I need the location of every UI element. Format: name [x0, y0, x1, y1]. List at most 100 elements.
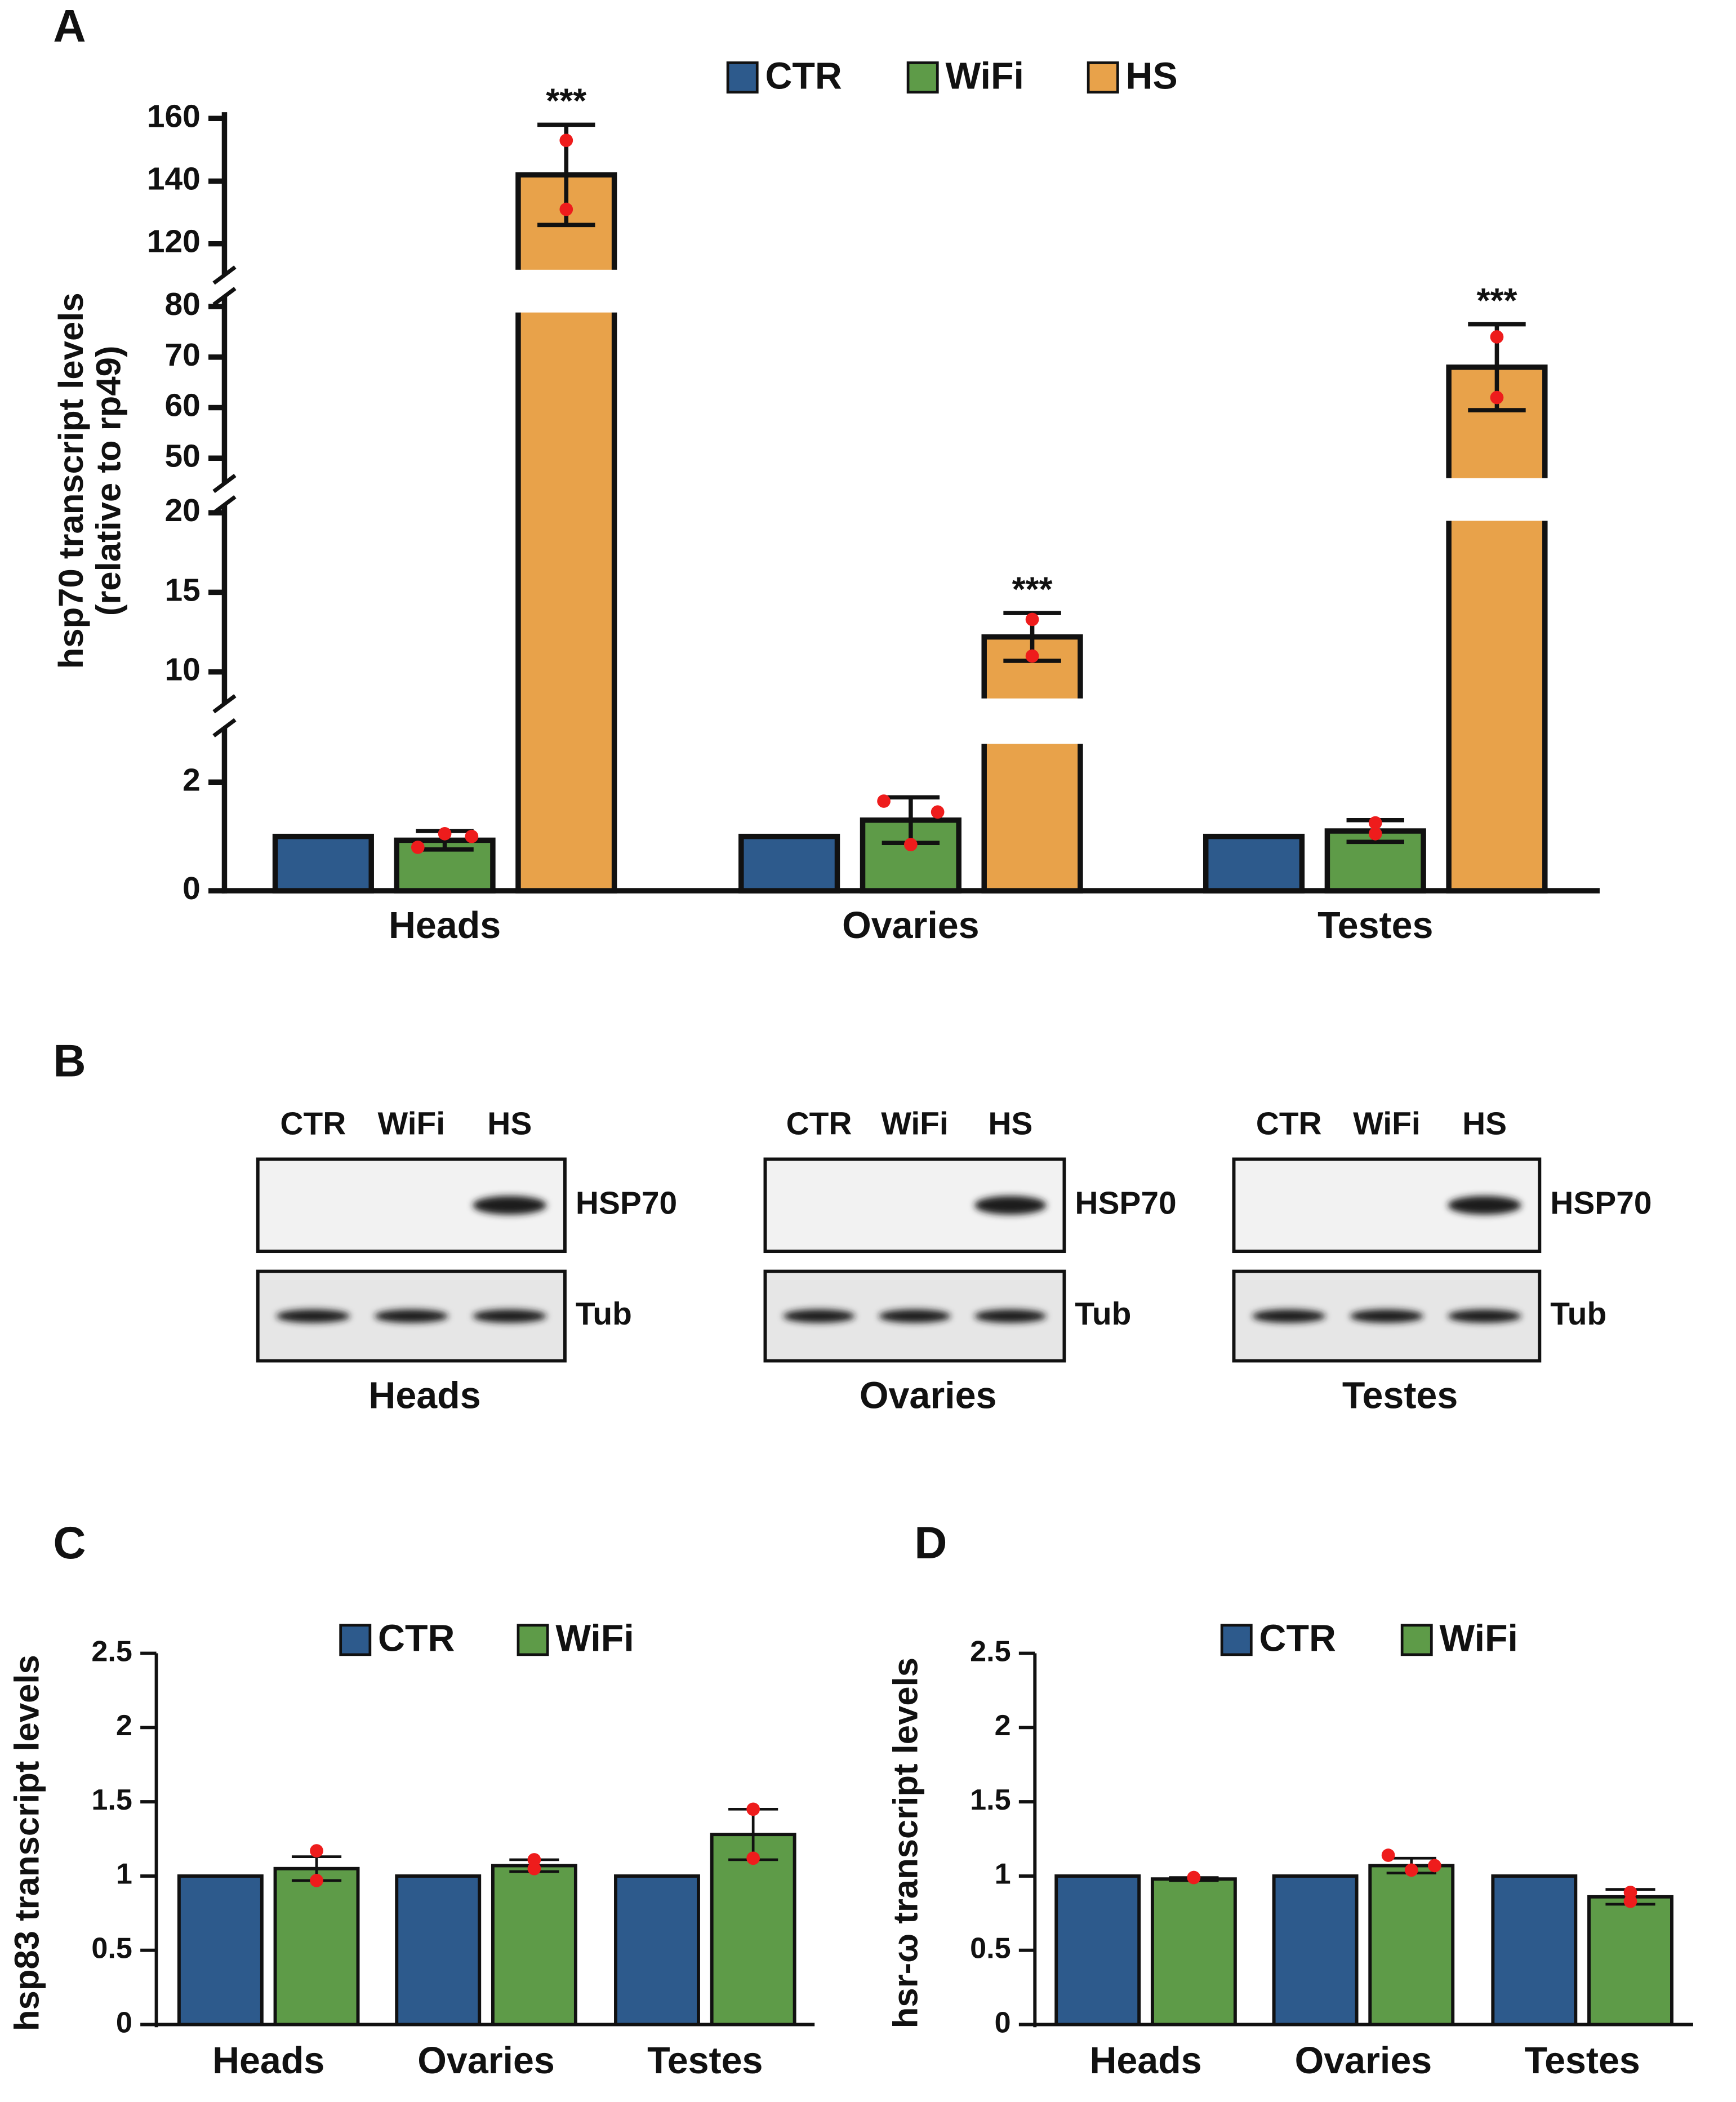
bar-break: [980, 698, 1085, 744]
y-tick-label: 1.5: [970, 1784, 1011, 1816]
y-tick-label: 0: [116, 2006, 132, 2039]
band: [276, 1309, 350, 1323]
data-point: [559, 134, 573, 148]
bar: [1446, 365, 1548, 894]
data-point: [1490, 390, 1504, 405]
y-axis-label: hsp70 transcript levels: [52, 292, 91, 669]
bar: [272, 833, 374, 894]
legend-label: HS: [1125, 55, 1177, 97]
axis-break: [212, 265, 237, 285]
y-tick-label: 2: [182, 762, 201, 798]
bar: [1054, 1874, 1141, 2027]
bar: [395, 1874, 482, 2027]
y-tick-label: 15: [165, 572, 201, 608]
legend-label: WiFi: [555, 1618, 634, 1660]
lane-label: WiFi: [1353, 1106, 1421, 1141]
data-point: [1368, 816, 1382, 830]
significance: ***: [1476, 281, 1517, 320]
legend-swatch: [1087, 61, 1119, 94]
data-point: [1187, 1870, 1201, 1885]
data-point: [746, 1851, 760, 1865]
protein-label: HSP70: [1075, 1185, 1176, 1221]
legend-label: WiFi: [945, 55, 1023, 97]
data-point: [1428, 1859, 1441, 1873]
y-tick-label: 140: [147, 161, 201, 197]
bar-break: [1445, 478, 1549, 521]
protein-label: HSP70: [1550, 1185, 1652, 1221]
x-tick-label: Testes: [1317, 905, 1433, 946]
y-tick-label: 60: [165, 388, 201, 424]
y-tick-label: 2.5: [91, 1635, 132, 1668]
y-tick-label: 0: [995, 2006, 1011, 2039]
y-tick-label: 0: [182, 871, 201, 906]
data-point: [746, 1802, 760, 1816]
band: [1350, 1309, 1424, 1323]
bar: [1272, 1874, 1359, 2027]
band: [783, 1309, 855, 1323]
x-tick-label: Ovaries: [842, 905, 980, 946]
legend-label: CTR: [765, 55, 842, 97]
band: [1448, 1196, 1521, 1215]
data-point: [1490, 330, 1504, 344]
y-tick-label: 120: [147, 224, 201, 260]
x-tick-label: Ovaries: [1295, 2040, 1432, 2082]
band: [879, 1309, 951, 1323]
bar: [1587, 1895, 1673, 2027]
data-point: [438, 826, 452, 841]
y-tick-label: 50: [165, 438, 201, 474]
legend-swatch: [517, 1624, 549, 1656]
data-point: [310, 1844, 323, 1857]
y-tick-label: 2: [116, 1709, 132, 1742]
significance: ***: [546, 82, 586, 121]
y-tick-label: 10: [165, 652, 201, 688]
protein-label: Tub: [1075, 1296, 1131, 1332]
legend-swatch: [339, 1624, 372, 1656]
protein-label: Tub: [1550, 1296, 1606, 1332]
bar: [981, 634, 1083, 894]
data-point: [527, 1861, 541, 1876]
y-tick-label: 70: [165, 337, 201, 373]
axis-break: [212, 474, 237, 494]
lane-label: HS: [988, 1106, 1032, 1141]
legend-label: CTR: [1259, 1618, 1336, 1660]
band: [1252, 1309, 1326, 1323]
y-tick-label: 0.5: [91, 1932, 132, 1965]
data-point: [559, 202, 573, 216]
bar: [177, 1874, 264, 2027]
lane-label: CTR: [1256, 1106, 1322, 1141]
lane-label: HS: [487, 1106, 532, 1141]
legend-swatch: [726, 61, 759, 94]
data-point: [465, 829, 479, 843]
legend-swatch: [1400, 1624, 1433, 1656]
data-point: [904, 838, 918, 851]
y-tick-label: 2.5: [970, 1635, 1011, 1668]
panel-label: B: [53, 1036, 86, 1086]
lane-label: WiFi: [881, 1106, 949, 1141]
lane-label: WiFi: [378, 1106, 446, 1141]
y-tick-label: 0.5: [970, 1932, 1011, 1965]
band: [1448, 1309, 1521, 1323]
lane-label: CTR: [786, 1106, 852, 1141]
bar: [1150, 1877, 1237, 2027]
x-tick-label: Testes: [647, 2040, 763, 2082]
bar: [1203, 833, 1305, 894]
x-tick-label: Heads: [212, 2040, 324, 2082]
bar: [273, 1867, 360, 2027]
axis-break: [212, 694, 237, 714]
legend-label: CTR: [378, 1618, 455, 1660]
y-axis-label: hsr-ω transcript levels: [886, 1657, 925, 2028]
lane-label: HS: [1462, 1106, 1507, 1141]
x-tick-label: Heads: [389, 905, 501, 946]
y-tick-label: 1: [995, 1858, 1011, 1891]
data-point: [411, 841, 425, 854]
bar: [491, 1864, 577, 2027]
bar-break: [514, 269, 618, 313]
panel-label: D: [914, 1518, 947, 1568]
tissue-label: Heads: [368, 1375, 480, 1416]
y-tick-label: 20: [165, 493, 201, 528]
significance: ***: [1012, 570, 1053, 608]
band: [473, 1309, 547, 1323]
data-point: [931, 805, 945, 819]
data-point: [1623, 1894, 1637, 1908]
lane-label: CTR: [280, 1106, 346, 1141]
